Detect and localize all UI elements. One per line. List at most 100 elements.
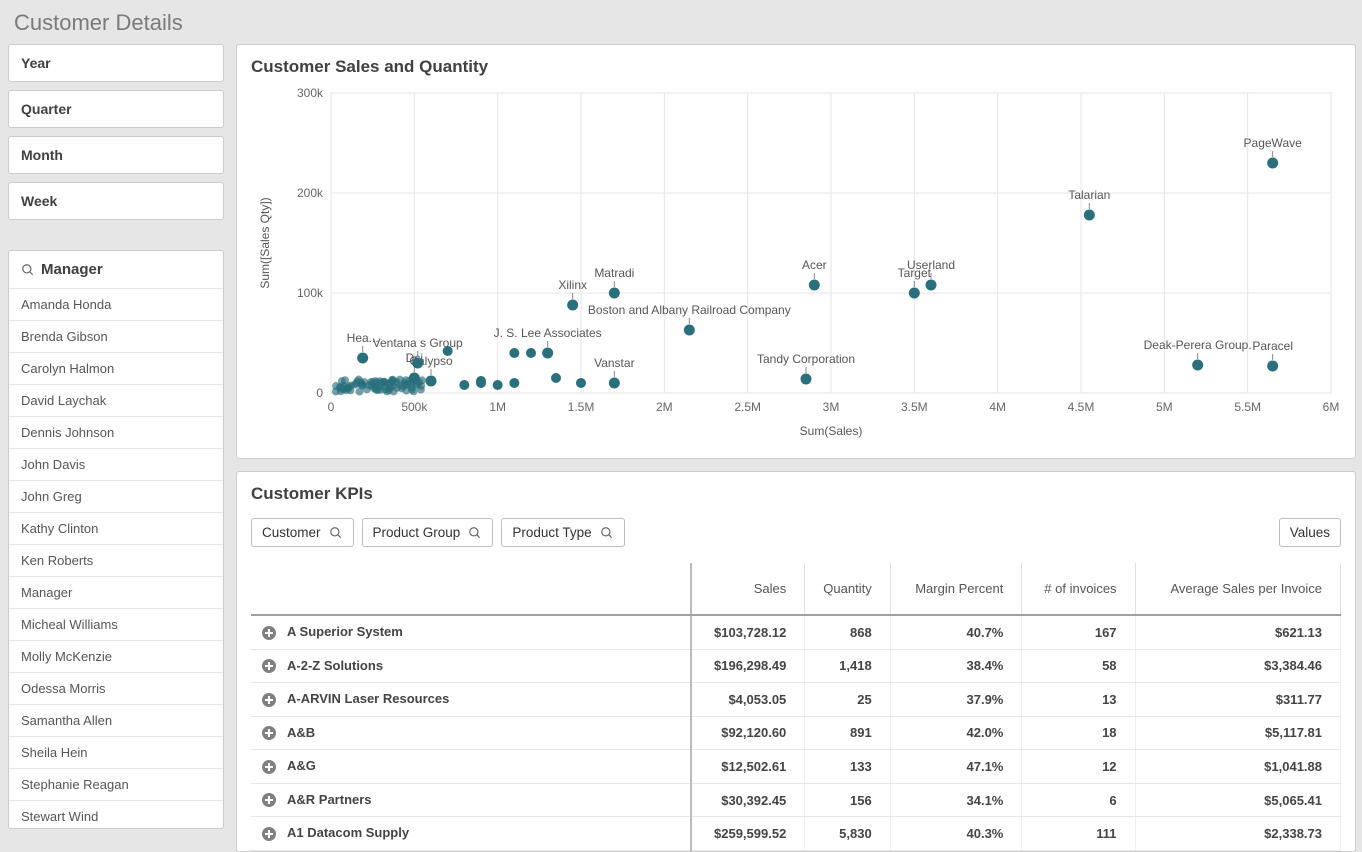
kpi-qty: 868 bbox=[805, 615, 890, 649]
svg-text:2.5M: 2.5M bbox=[734, 400, 761, 414]
expand-icon[interactable] bbox=[261, 692, 277, 708]
svg-text:1.5M: 1.5M bbox=[568, 400, 595, 414]
kpi-row-name: A-2-Z Solutions bbox=[251, 649, 691, 683]
manager-item[interactable]: Ken Roberts bbox=[9, 544, 223, 576]
kpi-row-name: A-ARVIN Laser Resources bbox=[251, 683, 691, 717]
kpi-inv: 13 bbox=[1022, 683, 1135, 717]
kpi-row[interactable]: A&B$92,120.6089142.0%18$5,117.81 bbox=[251, 716, 1341, 750]
chip-label: Product Type bbox=[512, 525, 591, 540]
kpi-row[interactable]: A&R Partners$30,392.4515634.1%6$5,065.41 bbox=[251, 783, 1341, 817]
svg-text:200k: 200k bbox=[297, 186, 324, 200]
kpi-avg: $5,065.41 bbox=[1135, 783, 1340, 817]
kpi-margin: 34.1% bbox=[890, 783, 1022, 817]
filter-chip-product-group[interactable]: Product Group bbox=[362, 518, 494, 547]
chip-label: Customer bbox=[262, 525, 321, 540]
filter-chip-product-type[interactable]: Product Type bbox=[501, 518, 624, 547]
manager-panel-header[interactable]: Manager bbox=[9, 251, 223, 288]
search-icon bbox=[329, 526, 343, 540]
kpi-sales: $4,053.05 bbox=[691, 683, 805, 717]
kpi-qty: 25 bbox=[805, 683, 890, 717]
svg-text:Talarian: Talarian bbox=[1068, 188, 1110, 202]
kpi-sales: $103,728.12 bbox=[691, 615, 805, 649]
kpi-avg: $5,117.81 bbox=[1135, 716, 1340, 750]
filter-quarter[interactable]: Quarter bbox=[8, 90, 224, 128]
svg-text:Sum([Sales Qty]): Sum([Sales Qty]) bbox=[258, 197, 272, 288]
svg-text:5M: 5M bbox=[1156, 400, 1173, 414]
expand-icon[interactable] bbox=[261, 759, 277, 775]
svg-text:Vanstar: Vanstar bbox=[594, 356, 634, 370]
kpi-avg: $1,041.88 bbox=[1135, 750, 1340, 784]
kpi-margin: 40.7% bbox=[890, 615, 1022, 649]
manager-item[interactable]: David Laychak bbox=[9, 384, 223, 416]
expand-icon[interactable] bbox=[261, 725, 277, 741]
svg-text:Deak-Perera Group.: Deak-Perera Group. bbox=[1144, 338, 1252, 352]
manager-item[interactable]: Sheila Hein bbox=[9, 736, 223, 768]
values-chip[interactable]: Values bbox=[1279, 518, 1341, 547]
kpi-col-header[interactable]: Sales bbox=[691, 563, 805, 615]
filter-year[interactable]: Year bbox=[8, 44, 224, 82]
filter-month[interactable]: Month bbox=[8, 136, 224, 174]
expand-icon[interactable] bbox=[261, 625, 277, 641]
kpi-row-name: A Superior System bbox=[251, 615, 691, 649]
manager-item[interactable]: Molly McKenzie bbox=[9, 640, 223, 672]
kpi-col-header[interactable]: Average Sales per Invoice bbox=[1135, 563, 1340, 615]
svg-text:Xilinx: Xilinx bbox=[558, 278, 587, 292]
manager-item[interactable]: Kathy Clinton bbox=[9, 512, 223, 544]
svg-text:0: 0 bbox=[316, 386, 323, 400]
manager-item[interactable]: Micheal Williams bbox=[9, 608, 223, 640]
svg-text:2M: 2M bbox=[656, 400, 673, 414]
kpi-row-name: A1 Datacom Supply bbox=[251, 817, 691, 851]
kpi-inv: 167 bbox=[1022, 615, 1135, 649]
svg-text:Boston and Albany Railroad Com: Boston and Albany Railroad Company bbox=[588, 303, 791, 317]
kpi-col-header[interactable]: Quantity bbox=[805, 563, 890, 615]
svg-text:3.5M: 3.5M bbox=[901, 400, 928, 414]
svg-text:Ventana s Group: Ventana s Group bbox=[373, 336, 463, 350]
svg-text:300k: 300k bbox=[297, 86, 324, 100]
kpi-sales: $30,392.45 bbox=[691, 783, 805, 817]
kpi-row[interactable]: A Superior System$103,728.1286840.7%167$… bbox=[251, 615, 1341, 649]
filter-chip-customer[interactable]: Customer bbox=[251, 518, 354, 547]
kpi-col-header[interactable]: Margin Percent bbox=[890, 563, 1022, 615]
kpi-sales: $259,599.52 bbox=[691, 817, 805, 851]
manager-item[interactable]: Odessa Morris bbox=[9, 672, 223, 704]
manager-panel-title: Manager bbox=[41, 261, 103, 278]
kpi-row-name: A&R Partners bbox=[251, 783, 691, 817]
manager-item[interactable]: Stephanie Reagan bbox=[9, 768, 223, 800]
expand-icon[interactable] bbox=[261, 826, 277, 842]
chip-label: Product Group bbox=[373, 525, 461, 540]
kpi-sales: $92,120.60 bbox=[691, 716, 805, 750]
manager-list[interactable]: Amanda HondaBrenda GibsonCarolyn HalmonD… bbox=[9, 288, 223, 828]
kpi-qty: 156 bbox=[805, 783, 890, 817]
manager-item[interactable]: Amanda Honda bbox=[9, 288, 223, 320]
manager-item[interactable]: John Davis bbox=[9, 448, 223, 480]
manager-item[interactable]: John Greg bbox=[9, 480, 223, 512]
svg-text:5.5M: 5.5M bbox=[1234, 400, 1261, 414]
manager-item[interactable]: Dennis Johnson bbox=[9, 416, 223, 448]
svg-text:Matradi: Matradi bbox=[594, 266, 634, 280]
scatter-chart[interactable]: 0500k1M1.5M2M2.5M3M3.5M4M4.5M5M5.5M6M010… bbox=[251, 83, 1341, 446]
manager-item[interactable]: Samantha Allen bbox=[9, 704, 223, 736]
manager-item[interactable]: Stewart Wind bbox=[9, 800, 223, 828]
kpi-row[interactable]: A-2-Z Solutions$196,298.491,41838.4%58$3… bbox=[251, 649, 1341, 683]
kpi-inv: 6 bbox=[1022, 783, 1135, 817]
manager-item[interactable]: Manager bbox=[9, 576, 223, 608]
kpi-table: SalesQuantityMargin Percent# of invoices… bbox=[251, 563, 1341, 851]
values-chip-label: Values bbox=[1290, 525, 1330, 540]
kpi-avg: $311.77 bbox=[1135, 683, 1340, 717]
filter-week[interactable]: Week bbox=[8, 182, 224, 220]
svg-text:Sum(Sales): Sum(Sales) bbox=[800, 424, 863, 438]
kpi-row[interactable]: A1 Datacom Supply$259,599.525,83040.3%11… bbox=[251, 817, 1341, 851]
expand-icon[interactable] bbox=[261, 792, 277, 808]
manager-item[interactable]: Brenda Gibson bbox=[9, 320, 223, 352]
manager-item[interactable]: Carolyn Halmon bbox=[9, 352, 223, 384]
expand-icon[interactable] bbox=[261, 658, 277, 674]
sidebar: Year Quarter Month Week Manager Amanda Hond… bbox=[8, 44, 224, 852]
search-icon bbox=[21, 263, 35, 277]
kpi-col-header[interactable]: # of invoices bbox=[1022, 563, 1135, 615]
svg-text:Acer: Acer bbox=[802, 258, 827, 272]
kpi-row[interactable]: A-ARVIN Laser Resources$4,053.052537.9%1… bbox=[251, 683, 1341, 717]
kpi-row[interactable]: A&G$12,502.6113347.1%12$1,041.88 bbox=[251, 750, 1341, 784]
kpi-sales: $12,502.61 bbox=[691, 750, 805, 784]
svg-text:500k: 500k bbox=[401, 400, 428, 414]
scatter-panel: Customer Sales and Quantity 0500k1M1.5M2… bbox=[236, 44, 1356, 459]
